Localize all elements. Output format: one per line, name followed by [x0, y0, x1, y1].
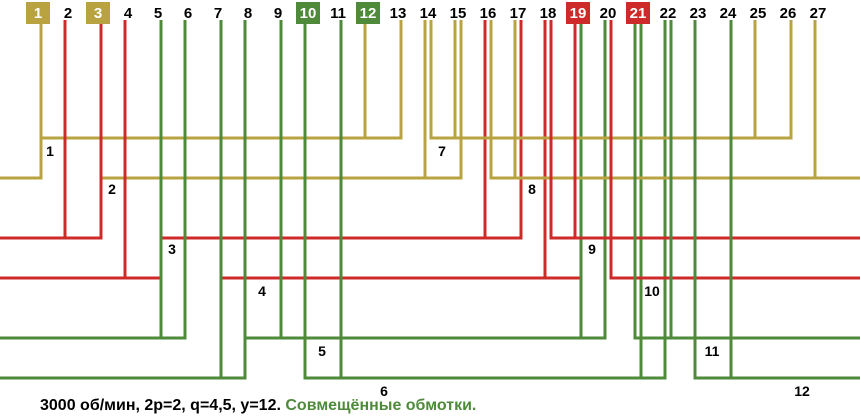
slot-label-21: 21	[630, 5, 647, 22]
slot-10: 10	[296, 2, 320, 24]
coil-11-turn-2	[0, 20, 860, 340]
coil-conductors	[0, 20, 860, 380]
coil-label-11: 11	[705, 343, 720, 359]
slot-label-14: 14	[420, 5, 437, 22]
slot-label-25: 25	[750, 5, 767, 22]
slot-label-18: 18	[540, 5, 557, 22]
slot-label-16: 16	[480, 5, 497, 22]
coil-2-turn-2	[123, 20, 427, 180]
coil-label-9: 9	[588, 241, 596, 257]
coil-3-turn-2	[183, 20, 487, 240]
slot-label-3: 3	[94, 5, 102, 22]
slot-label-4: 4	[124, 5, 133, 22]
slot-label-6: 6	[184, 5, 192, 22]
coil-label-3: 3	[168, 241, 176, 257]
slot-18: 18	[540, 5, 557, 22]
coil-label-1: 1	[46, 143, 54, 159]
slot-19: 19	[566, 2, 590, 24]
slot-24: 24	[720, 5, 737, 22]
slot-21-highlight	[626, 2, 650, 24]
slot-27: 27	[810, 5, 827, 22]
slot-23: 23	[690, 5, 707, 22]
slot-label-20: 20	[600, 5, 617, 22]
slot-20: 20	[600, 5, 617, 22]
slot-label-9: 9	[274, 5, 282, 22]
slot-8: 8	[244, 5, 252, 22]
coil-label-4: 4	[258, 283, 266, 299]
slot-16: 16	[480, 5, 497, 22]
coil-label-8: 8	[528, 181, 536, 197]
slot-label-2: 2	[64, 5, 72, 22]
slot-12: 12	[356, 2, 380, 24]
slot-2: 2	[64, 5, 72, 22]
slot-7: 7	[214, 5, 222, 22]
slot-1-highlight	[26, 2, 50, 24]
slot-label-17: 17	[510, 5, 527, 22]
slot-5: 5	[154, 5, 162, 22]
slot-label-23: 23	[690, 5, 707, 22]
slot-label-15: 15	[450, 5, 467, 22]
slot-label-19: 19	[570, 5, 587, 22]
slot-1: 1	[26, 2, 50, 24]
slot-label-13: 13	[390, 5, 407, 22]
caption-combined-windings: Совмещённые обмотки.	[285, 397, 477, 414]
slot-14: 14	[420, 5, 437, 22]
slot-label-27: 27	[810, 5, 827, 22]
slot-label-26: 26	[780, 5, 797, 22]
coil-label-5: 5	[318, 343, 326, 359]
slot-label-5: 5	[154, 5, 162, 22]
coil-12	[0, 20, 860, 380]
coil-12-turn-2	[0, 20, 860, 380]
coil-9	[0, 20, 860, 240]
coil-6-turn-2	[339, 20, 643, 380]
slot-label-11: 11	[330, 5, 346, 22]
coil-11	[0, 20, 860, 340]
slot-17: 17	[510, 5, 527, 22]
slot-label-24: 24	[720, 5, 737, 22]
slot-26: 26	[780, 5, 797, 22]
coil-label-2: 2	[108, 181, 116, 197]
coil-8	[0, 20, 860, 180]
coil-6	[303, 20, 667, 380]
coil-1-turn-2	[63, 20, 367, 140]
caption-parameters: 3000 об/мин, 2р=2, q=4,5, y=12.	[40, 397, 281, 414]
slot-label-12: 12	[360, 5, 377, 22]
slot-9: 9	[274, 5, 282, 22]
slot-11: 11	[330, 5, 346, 22]
coil-label-6: 6	[380, 383, 388, 399]
slot-label-22: 22	[660, 5, 677, 22]
slot-label-7: 7	[214, 5, 222, 22]
slot-13: 13	[390, 5, 407, 22]
slot-label-8: 8	[244, 5, 252, 22]
coil-7-turn-2	[453, 20, 757, 140]
slot-21: 21	[626, 2, 650, 24]
coil-label-7: 7	[438, 143, 446, 159]
coil-label-12: 12	[794, 383, 810, 399]
slot-22: 22	[660, 5, 677, 22]
coil-8-turn-2	[513, 20, 817, 180]
slot-19-highlight	[566, 2, 590, 24]
slot-25: 25	[750, 5, 767, 22]
slot-label-10: 10	[300, 5, 317, 22]
slot-12-highlight	[356, 2, 380, 24]
coil-9-turn-2	[0, 20, 860, 240]
slot-6: 6	[184, 5, 192, 22]
slot-3-highlight	[86, 2, 110, 24]
slot-10-highlight	[296, 2, 320, 24]
slot-label-1: 1	[34, 5, 42, 22]
slot-15: 15	[450, 5, 467, 22]
diagram-caption: 3000 об/мин, 2р=2, q=4,5, y=12. Совмещён…	[40, 397, 476, 415]
slot-numbers: 1 2 3 4 5 6 7 8 9 10 11 12 13 14 15 16 17 18 19 20 21 22 23 24 2…	[26, 2, 826, 24]
slot-3: 3	[86, 2, 110, 24]
coil-label-10: 10	[644, 283, 660, 299]
slot-4: 4	[124, 5, 133, 22]
